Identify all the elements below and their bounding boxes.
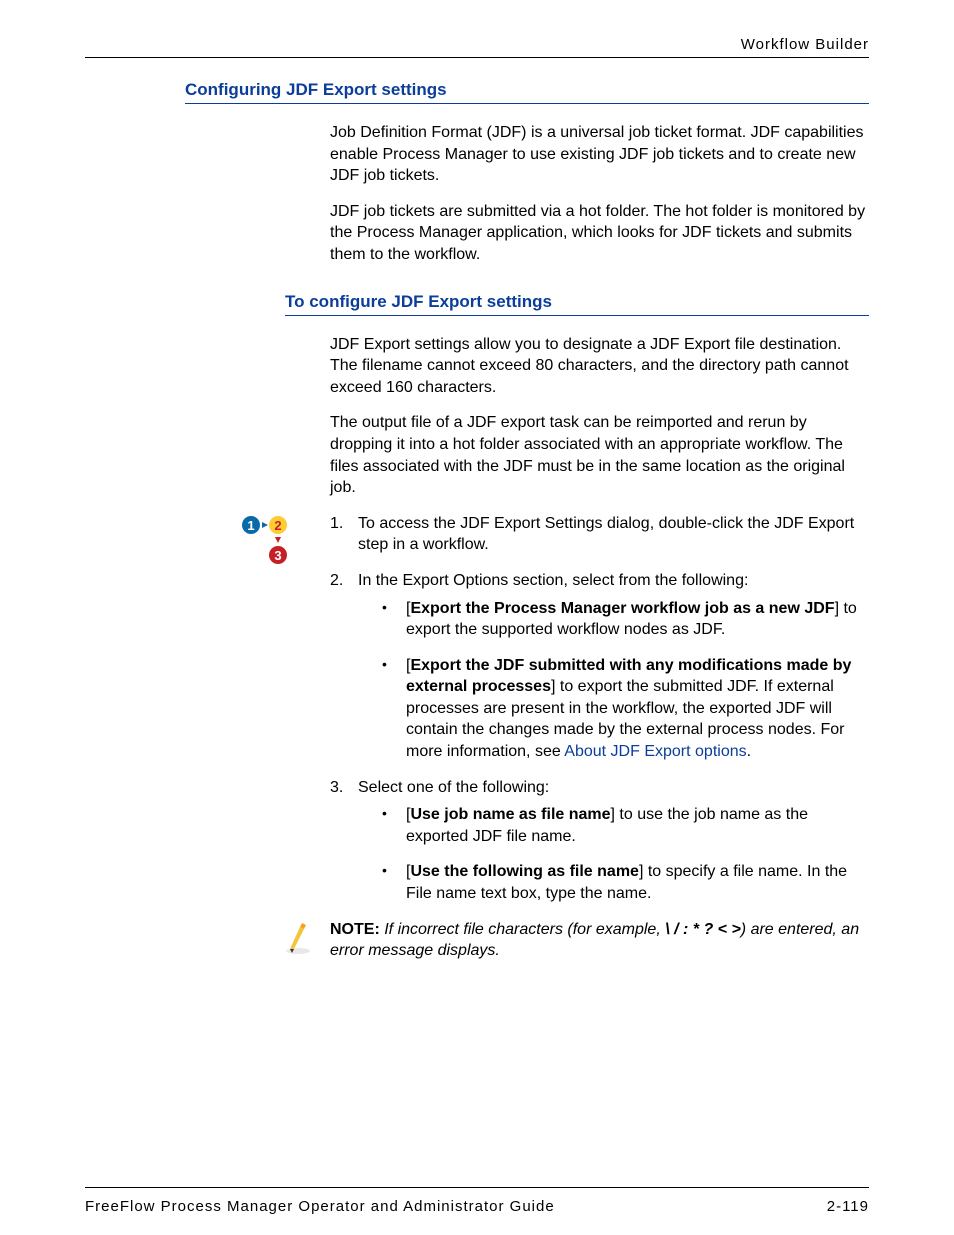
note-text: NOTE: If incorrect file characters (for … [330, 919, 869, 962]
para: JDF job tickets are submitted via a hot … [330, 201, 869, 266]
note-block: NOTE: If incorrect file characters (for … [330, 919, 869, 962]
note-chars: \ / : * ? < > [665, 921, 741, 938]
section-heading-configuring: Configuring JDF Export settings [185, 80, 869, 104]
svg-text:2: 2 [274, 518, 281, 533]
svg-text:3: 3 [274, 548, 281, 563]
option-rest: . [747, 743, 751, 760]
note-label: NOTE: [330, 921, 380, 938]
step-3-sublist: [Use job name as file name] to use the j… [358, 804, 869, 904]
option-bold: Use the following as file name [410, 863, 639, 880]
list-item: [Export the Process Manager workflow job… [358, 598, 869, 641]
page-header: Workflow Builder [85, 36, 869, 58]
breadcrumb: Workflow Builder [85, 36, 869, 53]
step-3: Select one of the following: [Use job na… [330, 777, 869, 905]
option-bold: Use job name as file name [410, 806, 610, 823]
page-footer: FreeFlow Process Manager Operator and Ad… [85, 1187, 869, 1215]
link-about-jdf-export-options[interactable]: About JDF Export options [564, 743, 746, 760]
option-bold: Export the Process Manager workflow job … [410, 600, 834, 617]
pencil-note-icon [280, 919, 316, 955]
step-2-sublist: [Export the Process Manager workflow job… [358, 598, 869, 763]
step-2: In the Export Options section, select fr… [330, 570, 869, 763]
footer-page-number: 2-119 [827, 1198, 869, 1215]
svg-text:1: 1 [247, 518, 254, 533]
numbered-steps-icon: 1 2 3 [240, 513, 290, 568]
step-text: In the Export Options section, select fr… [358, 572, 748, 589]
step-text: Select one of the following: [358, 779, 549, 796]
para: Job Definition Format (JDF) is a univers… [330, 122, 869, 187]
steps-container: 1 2 3 To access the JDF Export Settings … [330, 513, 869, 905]
para: JDF Export settings allow you to designa… [330, 334, 869, 399]
step-text: To access the JDF Export Settings dialog… [358, 515, 854, 554]
footer-title: FreeFlow Process Manager Operator and Ad… [85, 1198, 555, 1215]
note-body: If incorrect file characters (for exampl… [380, 921, 665, 938]
section2-body: JDF Export settings allow you to designa… [330, 334, 869, 905]
section-heading-to-configure: To configure JDF Export settings [285, 292, 869, 316]
list-item: [Use job name as file name] to use the j… [358, 804, 869, 847]
list-item: [Use the following as file name] to spec… [358, 861, 869, 904]
steps-list: To access the JDF Export Settings dialog… [330, 513, 869, 905]
step-1: To access the JDF Export Settings dialog… [330, 513, 869, 556]
section1-body: Job Definition Format (JDF) is a univers… [330, 122, 869, 266]
para: The output file of a JDF export task can… [330, 412, 869, 498]
list-item: [Export the JDF submitted with any modif… [358, 655, 869, 763]
